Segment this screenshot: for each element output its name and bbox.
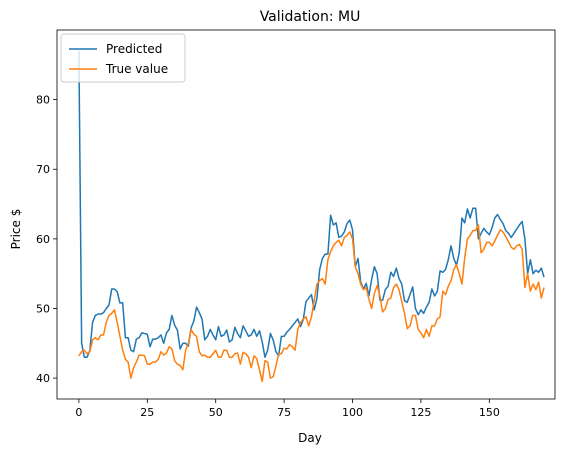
x-tick-label: 100 (342, 406, 363, 419)
y-tick-label: 50 (36, 302, 50, 315)
x-tick-label: 75 (277, 406, 291, 419)
series-line-2 (78, 224, 545, 383)
y-tick-label: 40 (36, 372, 50, 385)
x-tick-label: 0 (75, 406, 82, 419)
x-tick-label: 25 (140, 406, 154, 419)
y-tick-label: 80 (36, 94, 50, 107)
legend-label: Predicted (106, 42, 162, 56)
y-axis-label: Price $ (9, 209, 23, 250)
legend: Predicted True value (60, 33, 186, 83)
x-tick-label: 150 (479, 406, 500, 419)
y-tick-label: 60 (36, 233, 50, 246)
axes-frame (56, 29, 556, 400)
x-tick-label: 125 (410, 406, 431, 419)
x-tick-label: 50 (209, 406, 223, 419)
plot-area (78, 50, 545, 383)
y-tick-label: 70 (36, 163, 50, 176)
legend-label: True value (105, 62, 168, 76)
legend-box (60, 33, 186, 83)
x-axis-label: Day (298, 431, 322, 445)
series-line-1 (78, 50, 545, 358)
chart-title: Validation: MU (260, 9, 361, 25)
axes: 0 25 50 75 100 125 150 40 50 60 70 80 (36, 29, 556, 419)
